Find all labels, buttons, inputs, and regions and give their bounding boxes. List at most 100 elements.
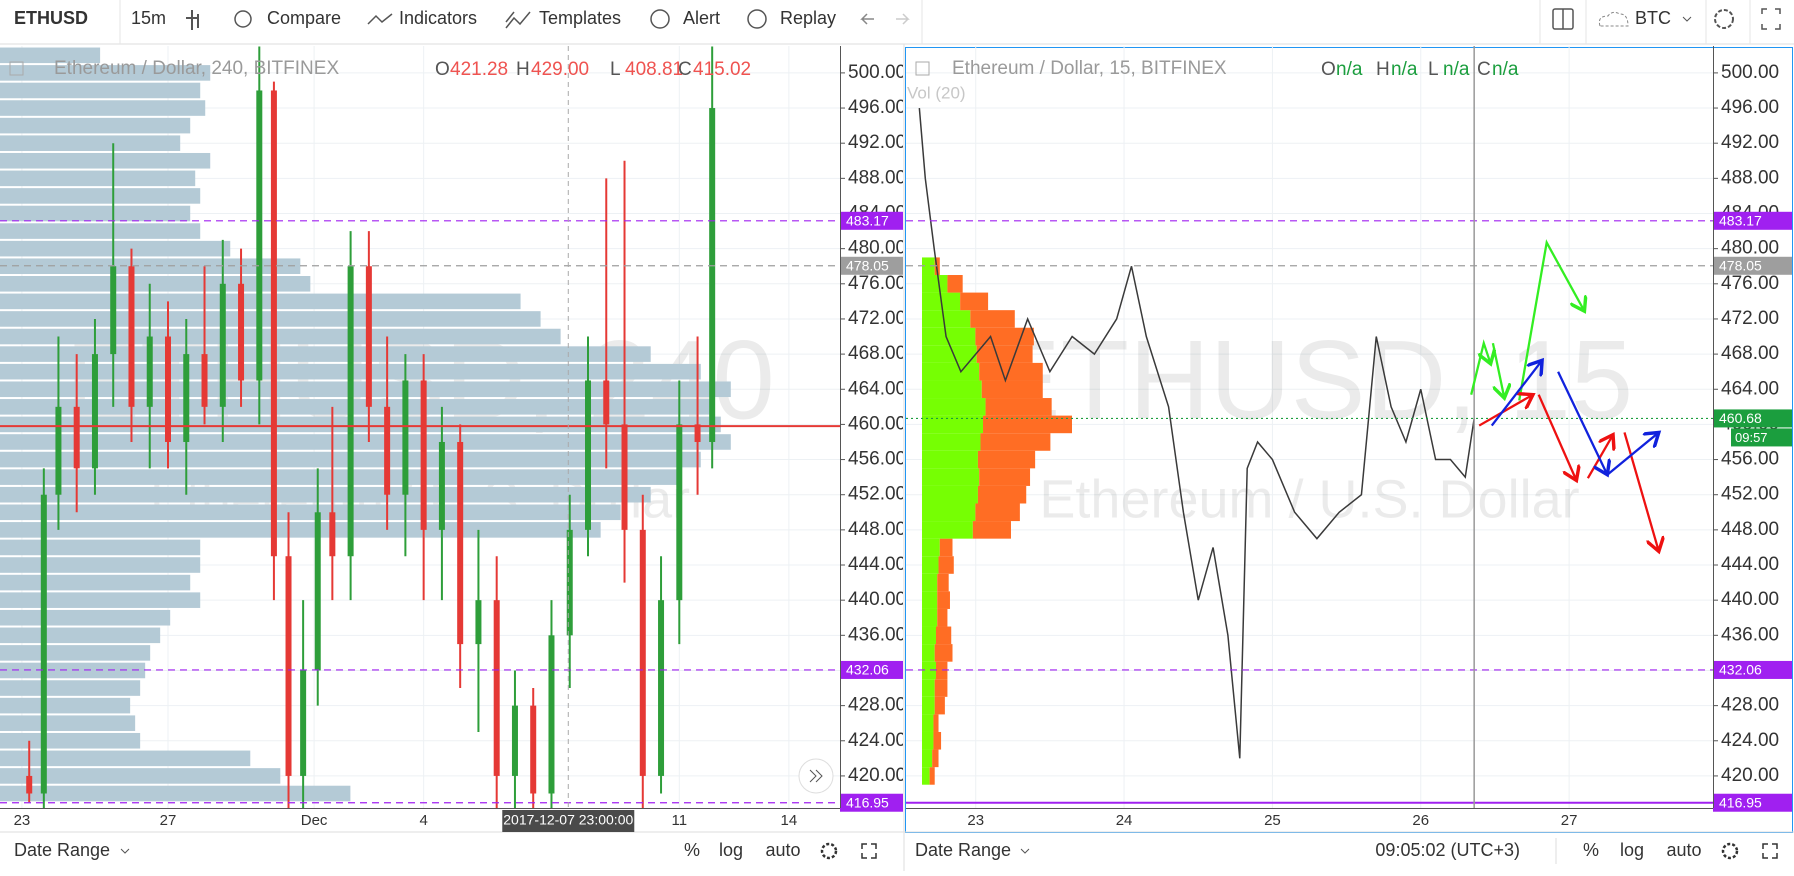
price-line — [918, 107, 1475, 759]
candle-body — [585, 380, 591, 530]
compare-button[interactable]: Compare — [267, 8, 341, 28]
price-axis: 420.00424.00428.00432.00436.00440.00444.… — [840, 62, 906, 812]
auto-toggle[interactable]: auto — [765, 840, 800, 860]
dropdown-arrow — [1020, 848, 1030, 854]
price-label-box — [840, 211, 903, 230]
drawing-arrow[interactable] — [1490, 360, 1542, 427]
settings-button[interactable] — [1714, 9, 1734, 29]
y-tick-label: 460.00 — [848, 413, 906, 434]
undo-button[interactable] — [860, 13, 874, 25]
ohlc-value: n/a — [1391, 59, 1418, 80]
profile-buy-bar — [922, 275, 948, 293]
profile-sell-bar — [933, 731, 942, 750]
drawing-arrow[interactable] — [1623, 432, 1658, 551]
watermark-subtitle: Ethereum / U.S. Dollar — [1039, 469, 1579, 529]
price-label: 483.17 — [846, 212, 889, 228]
fullscreen-button[interactable] — [1762, 843, 1778, 859]
date-range-button[interactable]: Date Range — [915, 840, 1011, 860]
candle-body — [110, 266, 117, 355]
symbol[interactable]: ETHUSD — [14, 8, 88, 28]
log-toggle[interactable]: log — [719, 840, 743, 860]
replay-button[interactable]: Replay — [780, 8, 836, 28]
volume-profile-bar — [0, 627, 161, 644]
profile-buy-bar — [922, 362, 980, 381]
profile-sell-bar — [947, 275, 963, 293]
percent-toggle[interactable]: % — [684, 840, 700, 860]
profile-buy-bar — [922, 644, 935, 662]
y-tick-label: 488.00 — [1721, 167, 1779, 188]
price-label: 460.68 — [1719, 410, 1762, 426]
chart-style-icon[interactable] — [186, 10, 199, 30]
currency[interactable]: BTC — [1635, 8, 1671, 28]
volume-profile-bar — [0, 715, 136, 731]
settings-button[interactable] — [820, 842, 838, 860]
chart-title: Ethereum / Dollar, 15, BITFINEX — [952, 58, 1227, 79]
drawing-arrow[interactable] — [1491, 342, 1504, 398]
candle-body — [402, 380, 409, 495]
y-tick-label: 472.00 — [1721, 308, 1779, 329]
volume-profile-bar — [0, 82, 201, 99]
percent-toggle[interactable]: % — [1583, 840, 1599, 860]
volume-profile-bar — [0, 170, 196, 187]
y-tick-label: 452.00 — [1721, 484, 1779, 505]
templates-button[interactable]: Templates — [539, 8, 621, 28]
profile-buy-bar — [922, 257, 935, 276]
settings-button[interactable] — [1721, 842, 1739, 860]
fullscreen-button[interactable] — [1761, 8, 1781, 30]
profile-sell-bar — [972, 521, 1011, 539]
price-label-box — [840, 256, 903, 275]
drawing-arrow[interactable] — [1470, 339, 1490, 395]
price-label-box — [1713, 211, 1792, 230]
volume-profile-bar — [0, 188, 201, 204]
log-toggle[interactable]: log — [1620, 840, 1644, 860]
profile-sell-bar — [975, 503, 1020, 522]
drawing-arrow[interactable] — [1478, 395, 1533, 427]
drawing-arrow[interactable] — [1557, 371, 1607, 475]
profile-sell-bar — [970, 310, 1015, 328]
ohlc-value: 408.81 — [625, 59, 683, 80]
profile-sell-bar — [937, 591, 950, 609]
profile-sell-bar — [979, 468, 1031, 486]
candle-body — [511, 705, 518, 776]
date-range-button[interactable]: Date Range — [14, 840, 110, 860]
ohlc-name: L — [1428, 59, 1439, 80]
price-label: 483.17 — [1719, 212, 1762, 228]
y-tick-label: 424.00 — [848, 730, 906, 751]
drawing-arrow[interactable] — [1606, 432, 1658, 476]
profile-buy-bar — [922, 731, 934, 750]
volume-profile-bar — [0, 205, 191, 222]
ohlc-name: O — [1321, 59, 1336, 80]
alert-button[interactable]: Alert — [683, 8, 720, 28]
drawing-arrow[interactable] — [1537, 394, 1577, 481]
y-tick-label: 420.00 — [848, 765, 906, 786]
cloud-icon — [1598, 11, 1629, 27]
auto-toggle[interactable]: auto — [1666, 840, 1701, 860]
alert-icon — [650, 9, 670, 29]
scroll-icon — [809, 769, 823, 783]
profile-buy-bar — [922, 468, 980, 486]
candle-body — [183, 354, 190, 442]
plot-area: ETHUSD, 240Ethereum / U.S. Dollar — [0, 46, 840, 808]
volume-profile-bar — [0, 732, 141, 749]
volume-profile-bar — [0, 399, 711, 415]
drawing-arrow[interactable] — [1586, 435, 1613, 479]
price-label: 478.05 — [1719, 257, 1762, 273]
drawings — [1470, 239, 1659, 552]
x-tick-label: 27 — [1561, 812, 1578, 829]
templates-icon — [505, 11, 531, 29]
volume-profile-bar — [0, 416, 721, 433]
interval[interactable]: 15m — [131, 8, 166, 28]
candle-body — [219, 283, 226, 407]
drawing-arrow[interactable] — [1518, 239, 1584, 401]
fullscreen-button[interactable] — [861, 843, 877, 859]
ohlc-value: n/a — [1443, 59, 1470, 80]
price-label: 432.06 — [846, 662, 889, 678]
ohlc-value: n/a — [1336, 59, 1363, 80]
y-tick-label: 476.00 — [848, 273, 906, 294]
profile-sell-bar — [935, 661, 948, 680]
y-tick-label: 476.00 — [1721, 273, 1779, 294]
price-label-box — [1713, 256, 1792, 275]
indicators-button[interactable]: Indicators — [399, 8, 477, 28]
profile-sell-bar — [937, 608, 948, 627]
redo-button[interactable] — [896, 13, 910, 25]
